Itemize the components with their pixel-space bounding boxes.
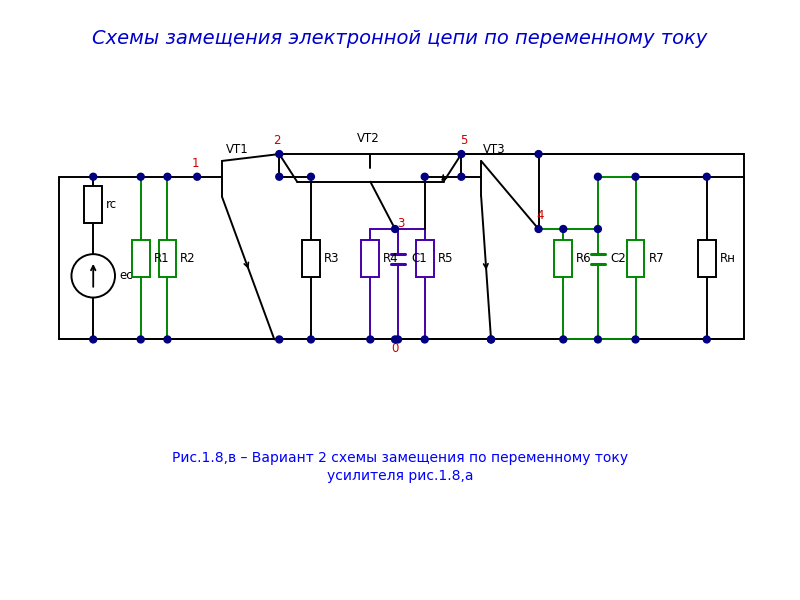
Text: R6: R6 [576, 252, 592, 265]
Text: R5: R5 [438, 252, 453, 265]
Circle shape [487, 336, 494, 343]
Circle shape [164, 173, 171, 180]
Text: 4: 4 [537, 209, 544, 222]
Text: 0: 0 [391, 342, 398, 355]
Text: усилителя рис.1.8,а: усилителя рис.1.8,а [326, 469, 474, 482]
Circle shape [307, 173, 314, 180]
Circle shape [276, 173, 282, 180]
Text: C1: C1 [411, 252, 426, 265]
Text: C2: C2 [610, 252, 626, 265]
Circle shape [560, 336, 566, 343]
Text: VT1: VT1 [226, 143, 249, 156]
Text: R2: R2 [180, 252, 196, 265]
Circle shape [138, 173, 144, 180]
Bar [626, 240, 645, 277]
Circle shape [632, 173, 639, 180]
Text: 3: 3 [398, 217, 405, 230]
Circle shape [458, 151, 465, 158]
Circle shape [458, 173, 465, 180]
Circle shape [594, 336, 602, 343]
Circle shape [703, 336, 710, 343]
Circle shape [164, 336, 171, 343]
Text: Rн: Rн [720, 252, 735, 265]
Bar [302, 240, 320, 277]
Circle shape [391, 226, 398, 232]
Text: 5: 5 [460, 134, 467, 147]
Text: Схемы замещения электронной цепи по переменному току: Схемы замещения электронной цепи по пере… [92, 29, 708, 48]
Text: R7: R7 [648, 252, 664, 265]
Circle shape [90, 173, 97, 180]
Text: R1: R1 [154, 252, 170, 265]
Bar [698, 240, 716, 277]
Circle shape [194, 173, 201, 180]
Circle shape [535, 226, 542, 232]
Text: ec: ec [119, 269, 133, 283]
Circle shape [422, 173, 428, 180]
Bar [554, 240, 572, 277]
Text: VT2: VT2 [357, 132, 380, 145]
Text: R3: R3 [324, 252, 339, 265]
Text: 2: 2 [274, 134, 281, 147]
Text: 1: 1 [191, 157, 199, 170]
Bar [132, 240, 150, 277]
Circle shape [632, 336, 639, 343]
Circle shape [90, 336, 97, 343]
Bar [158, 240, 176, 277]
Circle shape [391, 336, 398, 343]
Bar [84, 185, 102, 223]
Circle shape [422, 336, 428, 343]
Circle shape [487, 336, 494, 343]
Circle shape [560, 226, 566, 232]
Bar [416, 240, 434, 277]
Circle shape [307, 336, 314, 343]
Text: R4: R4 [383, 252, 399, 265]
Circle shape [594, 173, 602, 180]
Circle shape [71, 254, 115, 298]
Text: Рис.1.8,в – Вариант 2 схемы замещения по переменному току: Рис.1.8,в – Вариант 2 схемы замещения по… [172, 451, 628, 465]
Text: VT3: VT3 [483, 143, 506, 156]
Circle shape [594, 226, 602, 232]
Circle shape [367, 336, 374, 343]
Circle shape [703, 173, 710, 180]
Bar [362, 240, 379, 277]
Circle shape [138, 336, 144, 343]
Circle shape [394, 336, 402, 343]
Text: rc: rc [106, 198, 118, 211]
Circle shape [276, 336, 282, 343]
Circle shape [276, 151, 282, 158]
Circle shape [535, 151, 542, 158]
